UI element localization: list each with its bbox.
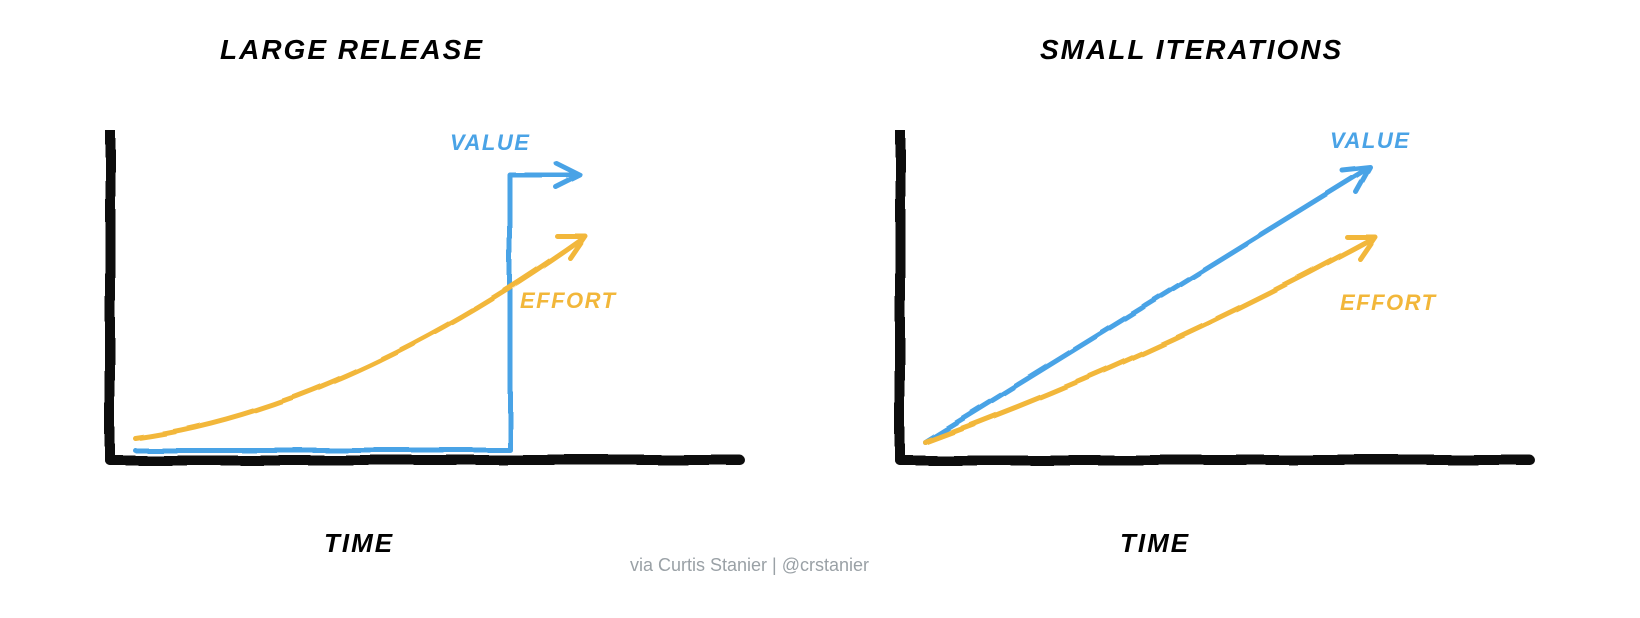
left-value-label: Value bbox=[450, 130, 530, 156]
left-value-line bbox=[135, 163, 580, 450]
left-chart-title: Large Release bbox=[220, 34, 484, 66]
right-value-label: Value bbox=[1330, 128, 1410, 154]
left-axes bbox=[110, 130, 740, 460]
right-chart-title: Small Iterations bbox=[1040, 34, 1343, 66]
right-value-line bbox=[925, 167, 1370, 442]
left-chart bbox=[80, 130, 760, 480]
right-effort-line bbox=[925, 237, 1375, 442]
right-chart bbox=[870, 130, 1550, 480]
left-effort-label: Effort bbox=[520, 288, 617, 314]
left-effort-line bbox=[135, 236, 585, 438]
diagram-canvas: Large Release Value Effort Time Small It… bbox=[0, 0, 1640, 618]
left-x-axis-label: Time bbox=[324, 528, 394, 559]
attribution-text: via Curtis Stanier | @crstanier bbox=[630, 555, 869, 576]
right-effort-label: Effort bbox=[1340, 290, 1437, 316]
right-x-axis-label: Time bbox=[1120, 528, 1190, 559]
